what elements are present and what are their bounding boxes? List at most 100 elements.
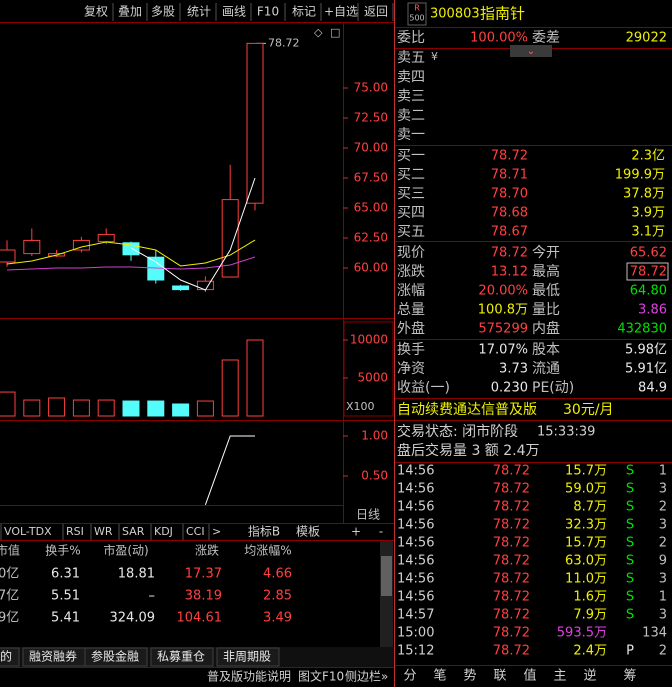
tick-count: 1: [659, 464, 667, 479]
tick-count: 3: [659, 518, 667, 533]
tick-side: S: [626, 464, 634, 479]
volume-bar: [246, 339, 264, 417]
sector-tab[interactable]: 非周期股: [223, 650, 271, 664]
stat-value: 64.80: [630, 284, 667, 299]
volume-tick-label: 5000: [357, 371, 388, 385]
toolbar-button[interactable]: 多股: [151, 5, 175, 19]
table-cell: 324.09: [110, 611, 156, 626]
buy-price: 78.67: [491, 225, 528, 240]
high-box: [626, 262, 669, 281]
table-header: 换手%: [45, 544, 80, 558]
stock-name: 指南针: [480, 5, 525, 23]
trade-status: 交易状态: 闭市阶段: [397, 423, 518, 440]
nav-button[interactable]: 分: [403, 669, 416, 684]
tick-volume: 7.9万: [573, 608, 607, 623]
table-cell: 2.85: [263, 589, 292, 604]
status-time: 15:33:39: [537, 425, 595, 440]
svg-text:◇: ◇: [314, 26, 323, 39]
volume-bar: [0, 391, 16, 417]
tick-side: P: [626, 644, 634, 659]
price-tick-label: 62.50: [354, 231, 388, 245]
tick-count: 2: [659, 536, 667, 551]
stat-label: 最高: [532, 263, 560, 280]
indicator-tab[interactable]: SAR: [122, 525, 145, 538]
nav-button[interactable]: 筹: [623, 668, 636, 684]
stat-value: 432830: [617, 322, 667, 337]
indicator-tab[interactable]: RSI: [66, 525, 84, 538]
after-hours: 盘后交易量 3 额 2.4万: [397, 442, 540, 459]
buy-label: 买四: [397, 205, 425, 221]
nav-button[interactable]: 笔: [433, 668, 446, 684]
price-tick-label: 67.50: [354, 171, 388, 185]
indicator-tab[interactable]: WR: [94, 525, 113, 538]
price-tick-label: 60.00: [354, 261, 388, 275]
buy-label: 买五: [397, 224, 425, 240]
value: 100.00%: [470, 31, 528, 46]
indicator-tab[interactable]: VOL-TDX: [4, 525, 52, 538]
indicator-tab[interactable]: >: [212, 525, 221, 538]
panel-button[interactable]: +: [351, 525, 361, 539]
nav-button[interactable]: 逆: [583, 668, 596, 684]
panel-button[interactable]: 模板: [296, 525, 320, 539]
toolbar-button[interactable]: 统计: [187, 5, 211, 19]
tick-price: 78.72: [493, 590, 530, 605]
nav-button[interactable]: 主: [553, 669, 566, 684]
sell-label: 卖五: [397, 50, 425, 66]
tick-count: 2: [659, 500, 667, 515]
table-cell: 4.66: [263, 567, 292, 582]
indicator-tab[interactable]: CCI: [186, 525, 205, 538]
ad-price[interactable]: 30元/月: [563, 402, 614, 418]
sector-tab[interactable]: 融资融券: [29, 649, 77, 664]
nav-button[interactable]: 联: [493, 669, 506, 684]
sector-tab[interactable]: 参股金融: [91, 649, 139, 664]
period-label: 日线: [356, 508, 380, 522]
buy-volume: 199.9万: [615, 168, 665, 183]
ad-text[interactable]: 自动续费通达信普及版: [397, 401, 537, 418]
tick-price: 78.72: [493, 500, 530, 515]
tick-volume: 593.5万: [557, 626, 607, 641]
nav-button[interactable]: 值: [523, 668, 536, 684]
nav-button[interactable]: 势: [463, 668, 476, 684]
fin-label: 股本: [532, 342, 560, 358]
buy-price: 78.68: [491, 206, 528, 221]
stat-label: 现价: [397, 245, 425, 261]
sell-label: 卖二: [397, 108, 425, 124]
status-item[interactable]: 图文F10: [298, 669, 344, 684]
indicator-tab[interactable]: KDJ: [154, 525, 173, 538]
tick-count: 1: [659, 590, 667, 605]
stock-code: 300803: [430, 7, 480, 22]
tick-price: 78.72: [493, 626, 530, 641]
table-cell: 6.31: [51, 567, 80, 582]
sell-label: 卖一: [397, 127, 425, 143]
panel-button[interactable]: -: [379, 525, 383, 539]
status-item[interactable]: 侧边栏»: [345, 669, 388, 684]
toolbar-button[interactable]: F10: [257, 5, 279, 19]
table-header: 市盈(动): [103, 543, 148, 558]
sector-tab[interactable]: 的: [0, 649, 12, 664]
buy-label: 买三: [397, 186, 425, 202]
stat-value: 575299: [478, 322, 528, 337]
sector-tab[interactable]: 私募重仓: [157, 650, 205, 664]
toolbar-button[interactable]: 返回: [364, 5, 388, 19]
tick-time: 14:56: [397, 572, 434, 587]
buy-price: 78.70: [491, 187, 528, 202]
label: 委差: [532, 30, 560, 46]
toolbar-button[interactable]: 画线: [222, 5, 246, 19]
tick-time: 14:57: [397, 608, 434, 623]
tick-volume: 63.0万: [565, 554, 607, 569]
tick-time: 14:56: [397, 590, 434, 605]
tick-count: 134: [642, 626, 667, 641]
tick-volume: 11.0万: [565, 572, 607, 587]
status-item[interactable]: 普及版功能说明: [207, 669, 291, 684]
badge: [407, 2, 427, 26]
toolbar-button[interactable]: 复权: [84, 5, 108, 19]
last-price-label: 78.72: [268, 36, 300, 49]
panel-button[interactable]: 指标B: [248, 524, 280, 539]
toolbar-button[interactable]: 标记: [292, 5, 316, 19]
toolbar-button[interactable]: 叠加: [118, 5, 142, 19]
tick-count: 3: [659, 482, 667, 497]
tick-side: S: [626, 518, 634, 533]
tick-side: S: [626, 500, 634, 515]
toolbar-button[interactable]: +自选: [324, 5, 358, 19]
